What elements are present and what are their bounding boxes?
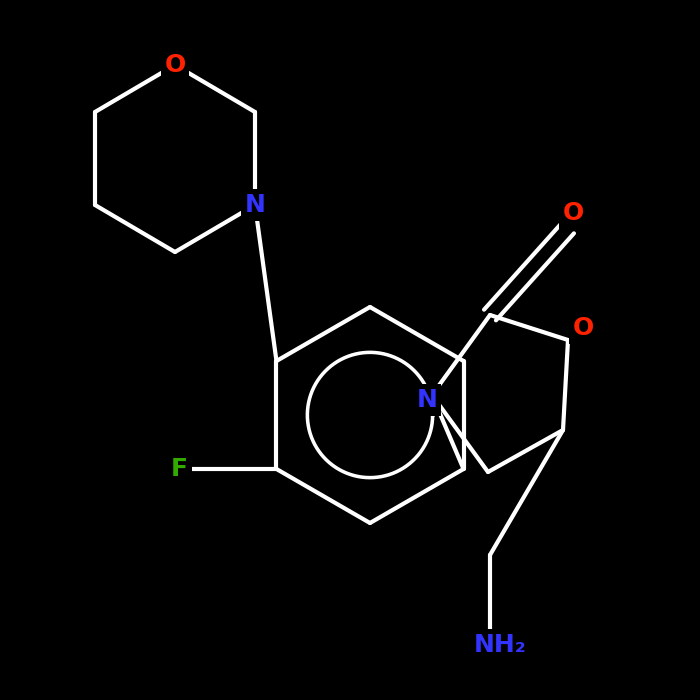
- Text: N: N: [244, 193, 265, 217]
- Text: N: N: [416, 388, 438, 412]
- Text: O: O: [562, 201, 584, 225]
- Text: NH₂: NH₂: [474, 633, 526, 657]
- Text: O: O: [573, 316, 594, 340]
- Text: F: F: [171, 457, 188, 481]
- Text: O: O: [164, 53, 186, 77]
